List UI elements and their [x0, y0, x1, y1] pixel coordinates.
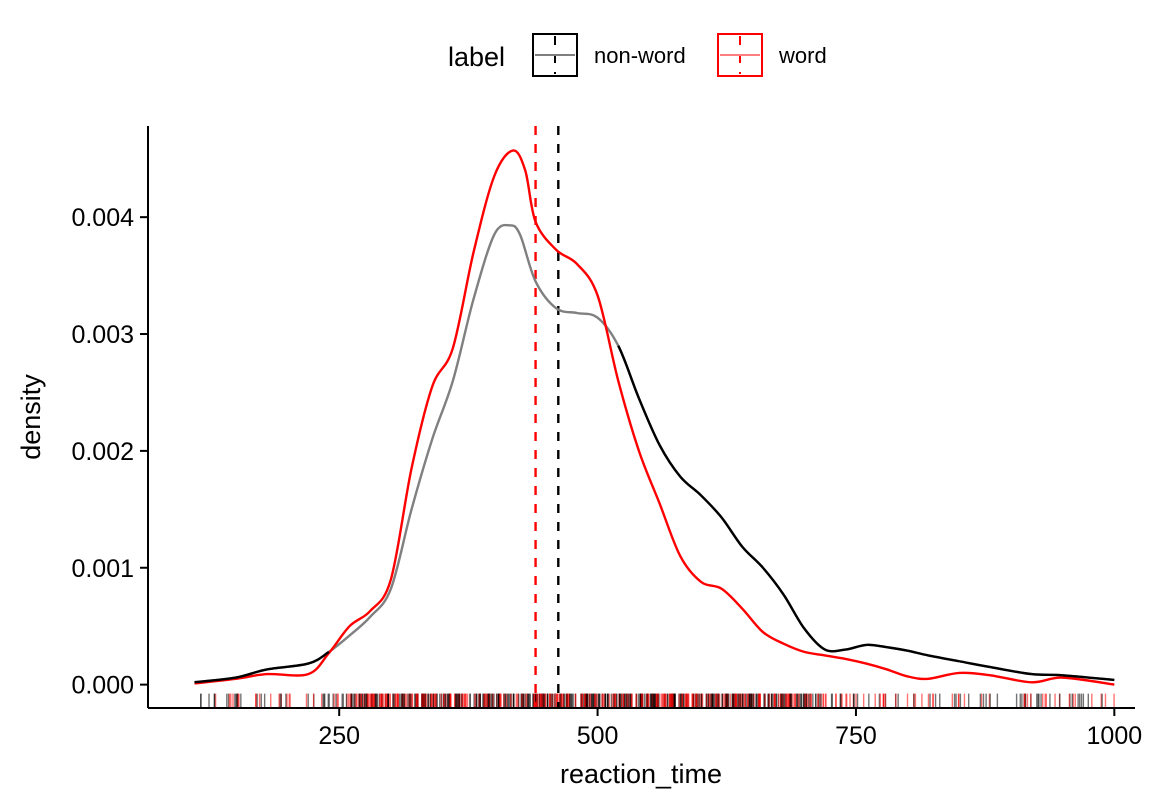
density-line-non-word-segment [1062, 674, 1115, 682]
density-line-non-word-segment [307, 650, 330, 665]
density-line-non-word-segment [741, 545, 764, 569]
density-line-non-word-segment [658, 444, 682, 478]
density-line-non-word-segment [235, 668, 268, 679]
density-line-non-word-segment [762, 566, 785, 596]
density-line-non-word-segment [990, 665, 1032, 676]
density-line-non-word [194, 223, 1115, 684]
density-line-non-word-segment [959, 660, 991, 669]
x-axis-title: reaction_time [560, 759, 722, 789]
density-line-non-word-segment [907, 649, 929, 657]
density-line-non-word-segment [782, 593, 806, 630]
y-tick-label: 0.002 [71, 438, 134, 466]
density-line-non-word-segment [266, 662, 309, 671]
legend-label-non-word: non-word [594, 43, 686, 68]
density-line-non-word-segment [720, 516, 744, 548]
density-line-non-word-segment [824, 648, 846, 653]
x-tick-label: 750 [835, 722, 877, 750]
density-line-non-word-segment [617, 345, 641, 399]
rug-layer [200, 693, 1115, 707]
x-tick-label: 250 [318, 722, 360, 750]
density-line-non-word-segment [1031, 672, 1063, 677]
density-line-non-word-segment [637, 397, 661, 446]
y-ticks: 0.000 0.001 0.002 0.003 0.004 [71, 204, 148, 700]
legend-label-word: word [778, 43, 827, 68]
y-tick-label: 0.003 [71, 321, 134, 349]
y-tick-label: 0.004 [71, 204, 134, 232]
legend-title: label [448, 42, 505, 72]
density-line-non-word-segment [700, 494, 723, 519]
legend: label non-word word [448, 33, 827, 77]
density-line-non-word-segment [866, 643, 888, 649]
density-line-non-word-segment [928, 654, 960, 663]
density-lines [194, 149, 1115, 686]
x-tick-label: 1000 [1087, 722, 1143, 750]
density-line-non-word-segment [886, 646, 908, 652]
density-line-non-word-segment [679, 475, 702, 497]
density-line-non-word-segment [803, 627, 826, 651]
x-tick-label: 500 [577, 722, 619, 750]
mean-lines [534, 126, 560, 708]
legend-key-non-word [532, 33, 578, 77]
density-line-non-word-segment [845, 643, 867, 651]
legend-key-word [717, 33, 763, 77]
y-tick-label: 0.001 [71, 555, 134, 583]
density-line-non-word-segment [194, 676, 237, 684]
density-line-word [194, 149, 1115, 686]
y-tick-label: 0.000 [71, 672, 134, 700]
y-axis-title: density [16, 374, 46, 460]
x-ticks: 250 500 750 1000 [318, 708, 1142, 750]
